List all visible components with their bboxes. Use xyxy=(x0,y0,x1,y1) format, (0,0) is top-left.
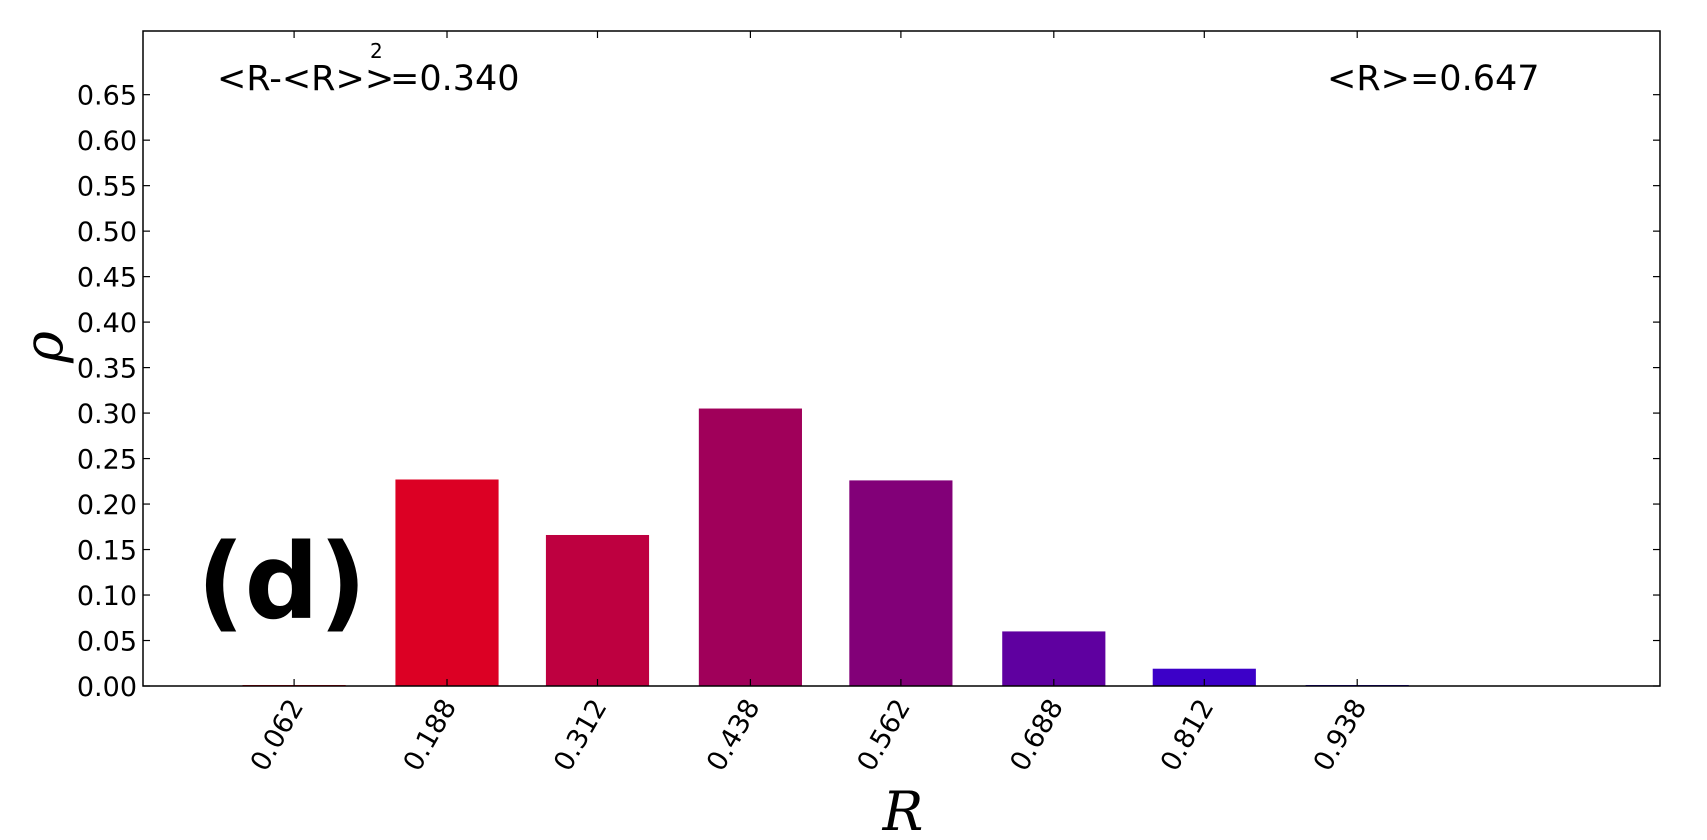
variance-annotation: <R-<R>>=0.340 xyxy=(217,59,520,99)
bars xyxy=(242,408,1409,686)
y-tick-label: 0.55 xyxy=(77,172,137,203)
x-tick-label: 0.312 xyxy=(548,694,613,776)
x-tick-label: 0.812 xyxy=(1155,694,1220,776)
y-tick-label: 0.30 xyxy=(77,399,137,430)
y-tick-label: 0.20 xyxy=(77,490,137,521)
bar-0.188 xyxy=(395,479,499,686)
x-tick-label: 0.688 xyxy=(1004,694,1069,776)
bar-0.312 xyxy=(545,534,650,686)
y-tick-label: 0.50 xyxy=(77,217,137,248)
y-tick-label: 0.40 xyxy=(77,308,137,339)
y-tick-label: 0.25 xyxy=(77,445,137,476)
bar-0.812 xyxy=(1152,668,1256,686)
x-tick-label: 0.938 xyxy=(1308,694,1373,776)
x-tick-label: 0.062 xyxy=(245,694,310,776)
x-tick-label: 0.188 xyxy=(398,694,463,776)
bar-0.438 xyxy=(698,408,802,686)
ticks xyxy=(143,31,1660,687)
x-tick-label: 0.438 xyxy=(701,694,766,776)
panel-label: (d) xyxy=(197,521,367,643)
y-tick-label: 0.05 xyxy=(77,627,137,658)
y-tick-label: 0.00 xyxy=(77,672,137,703)
y-tick-label: 0.10 xyxy=(77,581,137,612)
y-tick-label: 0.15 xyxy=(77,536,137,567)
bar-0.688 xyxy=(1002,631,1106,686)
x-tick-labels: 0.062 0.188 0.312 0.438 0.562 0.688 0.812 0.938 xyxy=(245,694,1374,776)
variance-exponent: 2 xyxy=(370,39,383,63)
x-axis-label: R xyxy=(882,780,924,840)
y-tick-label: 0.35 xyxy=(77,354,137,385)
variance-value: =0.340 xyxy=(390,59,520,99)
y-tick-label: 0.60 xyxy=(77,126,137,157)
mean-annotation: <R>=0.647 xyxy=(1327,59,1540,99)
y-axis-label: ρ xyxy=(12,331,75,364)
y-tick-labels: 0.00 0.05 0.10 0.15 0.20 0.25 0.30 0.35 0.40 0.45… xyxy=(77,81,137,703)
bar-0.562 xyxy=(849,480,953,686)
variance-text: <R-<R>> xyxy=(217,59,394,99)
y-tick-label: 0.65 xyxy=(77,81,137,112)
plot-frame xyxy=(142,30,1661,687)
y-tick-label: 0.45 xyxy=(77,263,137,294)
x-tick-label: 0.562 xyxy=(851,694,916,776)
